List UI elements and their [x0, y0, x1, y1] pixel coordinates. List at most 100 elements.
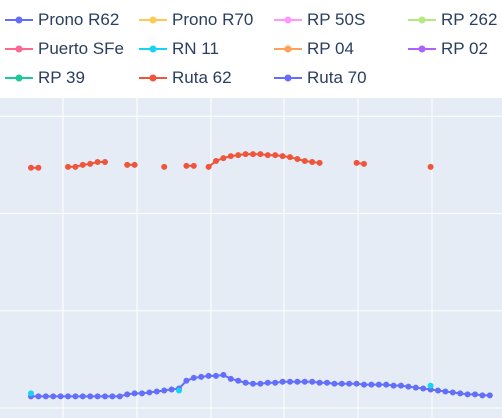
data-point[interactable] — [257, 380, 264, 387]
data-point[interactable] — [220, 371, 227, 378]
data-point[interactable] — [109, 393, 116, 400]
data-point[interactable] — [235, 152, 242, 159]
data-point[interactable] — [398, 382, 404, 389]
data-point[interactable] — [72, 163, 79, 170]
legend-item[interactable]: RP 39 — [4, 66, 85, 90]
data-point[interactable] — [316, 379, 323, 386]
data-point[interactable] — [324, 379, 330, 386]
data-point[interactable] — [87, 160, 94, 167]
data-point[interactable] — [361, 381, 367, 388]
data-point[interactable] — [294, 156, 301, 163]
data-point[interactable] — [161, 163, 168, 170]
data-point[interactable] — [183, 162, 190, 169]
data-point[interactable] — [368, 381, 375, 388]
data-point[interactable] — [420, 385, 427, 392]
data-point[interactable] — [250, 380, 256, 387]
data-point[interactable] — [227, 153, 234, 160]
data-point[interactable] — [353, 159, 360, 166]
data-point[interactable] — [486, 392, 493, 399]
data-point[interactable] — [168, 386, 175, 393]
data-point[interactable] — [279, 153, 286, 160]
data-point[interactable] — [213, 157, 219, 164]
data-point[interactable] — [449, 389, 456, 396]
data-point[interactable] — [346, 380, 353, 387]
data-point[interactable] — [242, 379, 249, 386]
data-point[interactable] — [116, 393, 123, 400]
data-point[interactable] — [124, 161, 131, 168]
data-point[interactable] — [457, 390, 464, 397]
legend-item[interactable]: Prono R70 — [138, 8, 253, 32]
data-point[interactable] — [472, 391, 478, 398]
data-point[interactable] — [213, 372, 219, 379]
data-point[interactable] — [35, 393, 42, 400]
legend-item[interactable]: RP 04 — [273, 37, 354, 61]
data-point[interactable] — [146, 389, 153, 396]
data-point[interactable] — [131, 390, 138, 397]
data-point[interactable] — [338, 380, 345, 387]
data-point[interactable] — [35, 164, 42, 171]
data-point[interactable] — [220, 155, 227, 162]
data-point[interactable] — [435, 387, 441, 394]
data-point[interactable] — [272, 379, 279, 386]
data-point[interactable] — [131, 161, 138, 168]
data-point[interactable] — [257, 151, 264, 158]
data-point[interactable] — [390, 382, 397, 389]
data-point[interactable] — [79, 393, 86, 400]
data-point[interactable] — [198, 373, 205, 380]
data-point[interactable] — [242, 151, 249, 158]
data-point[interactable] — [427, 163, 434, 170]
data-point[interactable] — [190, 162, 197, 169]
legend-item[interactable]: Ruta 62 — [138, 66, 232, 90]
data-point[interactable] — [65, 393, 71, 400]
data-point[interactable] — [94, 393, 101, 400]
data-point[interactable] — [442, 388, 449, 395]
data-point[interactable] — [28, 390, 34, 397]
data-point[interactable] — [94, 158, 101, 165]
data-point[interactable] — [361, 160, 367, 167]
data-point[interactable] — [205, 372, 212, 379]
legend-item[interactable]: Prono R62 — [4, 8, 119, 32]
data-point[interactable] — [235, 377, 242, 384]
data-point[interactable] — [383, 381, 390, 388]
data-point[interactable] — [287, 378, 293, 385]
legend-item[interactable]: RP 262 — [407, 8, 497, 32]
data-point[interactable] — [124, 391, 131, 398]
data-point[interactable] — [57, 393, 64, 400]
data-point[interactable] — [264, 379, 271, 386]
data-point[interactable] — [50, 393, 57, 400]
data-point[interactable] — [375, 381, 382, 388]
data-point[interactable] — [264, 152, 271, 159]
data-point[interactable] — [294, 378, 301, 385]
data-point[interactable] — [102, 158, 108, 165]
data-point[interactable] — [250, 151, 256, 158]
data-point[interactable] — [87, 393, 94, 400]
legend-item[interactable]: RP 50S — [273, 8, 365, 32]
data-point[interactable] — [227, 375, 234, 382]
data-point[interactable] — [153, 388, 160, 395]
data-point[interactable] — [405, 383, 412, 390]
data-point[interactable] — [272, 152, 279, 159]
data-point[interactable] — [279, 378, 286, 385]
data-point[interactable] — [72, 393, 79, 400]
data-point[interactable] — [287, 154, 293, 161]
data-point[interactable] — [28, 164, 34, 171]
data-point[interactable] — [309, 378, 316, 385]
data-point[interactable] — [102, 393, 108, 400]
legend-item[interactable]: RP 02 — [407, 37, 488, 61]
data-point[interactable] — [464, 391, 471, 398]
legend-item[interactable]: Ruta 70 — [273, 66, 367, 90]
legend-item[interactable]: RN 11 — [138, 37, 219, 61]
data-point[interactable] — [309, 158, 316, 165]
data-point[interactable] — [301, 157, 308, 164]
data-point[interactable] — [479, 392, 486, 399]
data-point[interactable] — [412, 384, 419, 391]
data-point[interactable] — [183, 377, 190, 384]
data-point[interactable] — [161, 387, 168, 394]
data-point[interactable] — [353, 380, 360, 387]
data-point[interactable] — [301, 378, 308, 385]
data-point[interactable] — [205, 163, 212, 170]
data-point[interactable] — [176, 387, 182, 394]
data-point[interactable] — [79, 161, 86, 168]
data-point[interactable] — [139, 390, 145, 397]
data-point[interactable] — [427, 382, 434, 389]
